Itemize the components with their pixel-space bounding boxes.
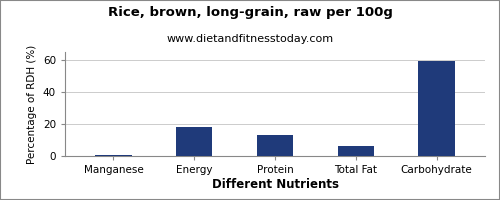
Bar (418, 61, 454, 156)
Text: Rice, brown, long-grain, raw per 100g: Rice, brown, long-grain, raw per 100g (108, 6, 393, 19)
Bar (257, 135, 293, 156)
Bar (338, 146, 374, 156)
Text: www.dietandfitnesstoday.com: www.dietandfitnesstoday.com (166, 34, 334, 44)
Bar (176, 127, 212, 156)
Y-axis label: Percentage of RDH (%): Percentage of RDH (%) (28, 44, 38, 164)
Bar (96, 155, 132, 156)
X-axis label: Different Nutrients: Different Nutrients (212, 178, 338, 191)
